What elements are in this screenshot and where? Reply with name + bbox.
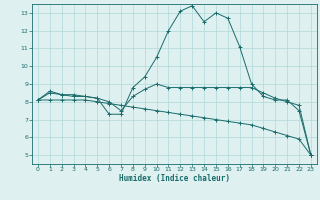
X-axis label: Humidex (Indice chaleur): Humidex (Indice chaleur) <box>119 174 230 183</box>
